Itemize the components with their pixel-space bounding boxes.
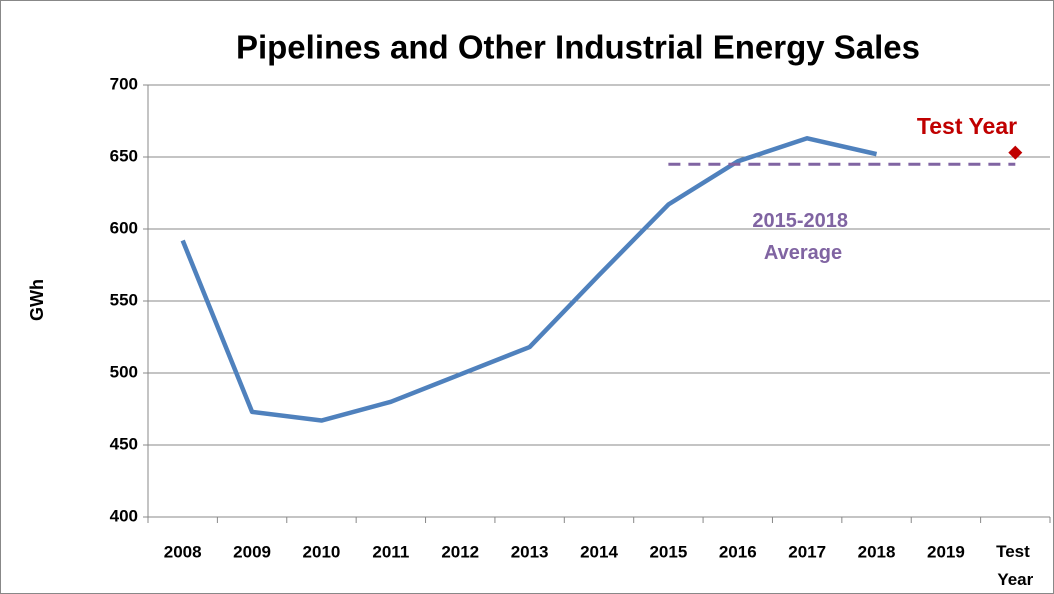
x-tick-label: 2013: [511, 542, 549, 561]
y-tick-label: 550: [110, 290, 138, 309]
x-tick-label: 2017: [788, 542, 826, 561]
annotation: Test Year: [917, 113, 1017, 139]
x-tick-label: 2012: [441, 542, 479, 561]
x-tick-label: Test Year: [996, 542, 1034, 589]
x-tick-label: 2018: [858, 542, 896, 561]
x-tick-label: 2010: [303, 542, 341, 561]
y-tick-label: 450: [110, 434, 138, 453]
y-tick-label: 600: [110, 218, 138, 237]
x-tick-label: 2015: [649, 542, 687, 561]
line: [180, 136, 878, 423]
x-tick-label: 2011: [372, 542, 409, 561]
y-tick-label: 500: [110, 362, 138, 381]
x-tick-label: 2014: [580, 542, 618, 561]
y-tick-label: 400: [110, 506, 138, 525]
x-tick-label: 2008: [164, 542, 202, 561]
y-tick-label: 650: [110, 146, 138, 165]
x-tick-label: 2009: [233, 542, 271, 561]
x-tick-label: 2016: [719, 542, 757, 561]
y-axis-label: GWh: [27, 279, 47, 321]
y-tick-label: 700: [110, 74, 138, 93]
x-tick-label: 2019: [927, 542, 965, 561]
chart-title: Pipelines and Other Industrial Energy Sa…: [236, 29, 920, 66]
annotation: 2015-2018 Average: [752, 210, 853, 264]
point: [1008, 145, 1023, 160]
